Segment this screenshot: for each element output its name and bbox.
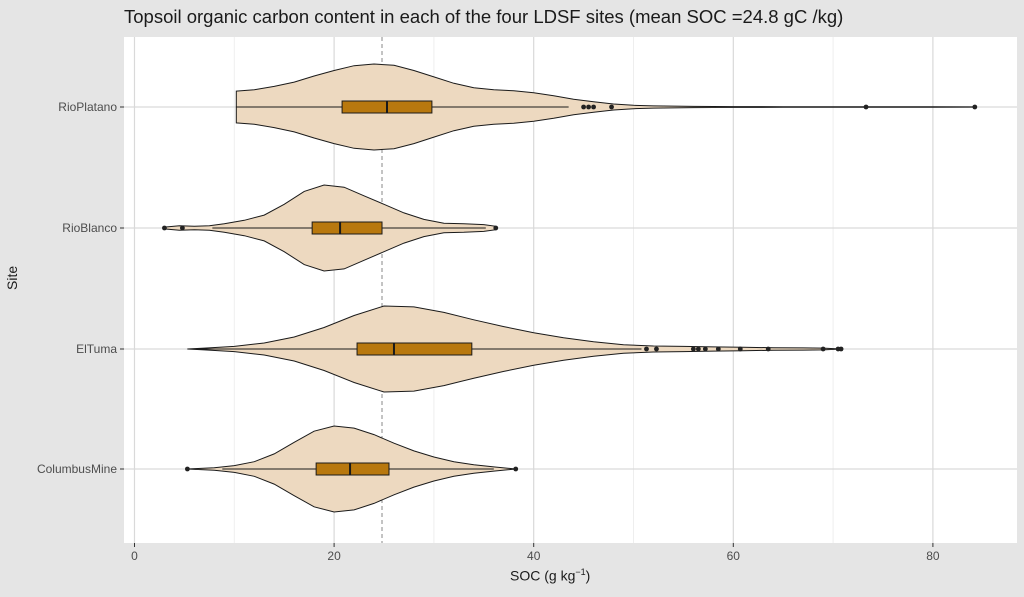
outlier-point [609, 104, 614, 110]
outlier-point [737, 346, 743, 352]
box-ColumbusMine [315, 462, 390, 476]
y-tick-label-RioPlatano: RioPlatano [58, 100, 117, 114]
x-axis-label: SOC (g kg−1) [510, 567, 590, 584]
x-tick-label: 80 [926, 549, 940, 563]
outlier-point [972, 104, 978, 110]
outlier-point [586, 104, 591, 110]
outlier-point [591, 104, 596, 110]
x-tick-label: 40 [527, 549, 541, 563]
x-tick-label: 0 [131, 549, 138, 563]
outlier-point [180, 225, 185, 231]
outlier-point [581, 104, 586, 110]
y-tick-label-ElTuma: ElTuma [76, 342, 117, 356]
outlier-point [184, 466, 190, 472]
outlier-point [820, 346, 826, 352]
y-tick-label-ColumbusMine: ColumbusMine [37, 462, 117, 476]
outlier-point [695, 346, 701, 352]
outlier-point [513, 466, 519, 472]
outlier-point [162, 225, 167, 231]
chart-title: Topsoil organic carbon content in each o… [124, 6, 844, 27]
outlier-point [863, 104, 869, 110]
x-tick-label: 20 [327, 549, 341, 563]
outlier-point [702, 346, 708, 352]
box-ElTuma [356, 342, 473, 356]
outlier-point [654, 346, 659, 352]
y-tick-label-RioBlanco: RioBlanco [62, 221, 117, 235]
outlier-point [838, 346, 844, 352]
outlier-point [765, 346, 771, 352]
box-RioBlanco [311, 221, 383, 235]
outlier-point [644, 346, 649, 352]
x-axis-label-text: SOC (g kg [510, 567, 576, 584]
x-tick-label: 60 [727, 549, 741, 563]
outlier-point [715, 346, 721, 352]
outlier-point [690, 346, 696, 352]
x-axis-label-close: ) [585, 567, 591, 584]
x-axis-label-exponent: −1 [575, 567, 586, 577]
outlier-point [493, 225, 499, 231]
